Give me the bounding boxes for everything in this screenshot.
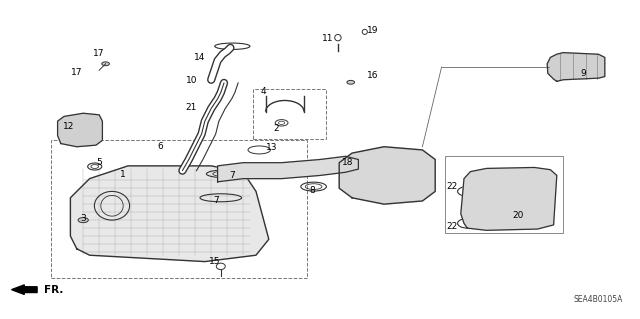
Ellipse shape [78,218,88,223]
Text: FR.: FR. [44,285,63,295]
Text: 6: 6 [157,142,163,151]
Text: 7: 7 [230,171,235,180]
Text: 21: 21 [185,103,196,112]
Text: 17: 17 [71,68,83,77]
Text: 9: 9 [581,69,586,78]
Text: SEA4B0105A: SEA4B0105A [573,295,623,304]
Text: 10: 10 [186,76,198,85]
Ellipse shape [102,62,109,66]
Text: 8: 8 [310,186,315,195]
Text: 14: 14 [194,53,205,62]
FancyArrow shape [12,285,37,294]
Ellipse shape [347,80,355,84]
Text: 13: 13 [266,143,277,152]
Polygon shape [70,166,269,262]
Text: 15: 15 [209,257,220,266]
Polygon shape [547,53,605,81]
Bar [253,89,326,139]
Text: 7: 7 [214,196,219,204]
Text: 22: 22 [446,182,458,191]
Bar [51,140,307,278]
Text: 18: 18 [342,158,353,167]
Text: 5: 5 [97,158,102,167]
Text: 20: 20 [513,211,524,220]
Polygon shape [339,147,435,204]
Ellipse shape [346,159,355,163]
Text: 16: 16 [367,71,378,80]
Text: 2: 2 [274,124,279,133]
Polygon shape [218,156,358,182]
Polygon shape [461,167,557,230]
Text: 3: 3 [81,214,86,223]
Text: 4: 4 [261,87,266,96]
Bar [445,156,563,233]
Text: 11: 11 [322,34,333,43]
Text: 1: 1 [120,170,125,179]
Text: 22: 22 [446,222,458,231]
Polygon shape [58,113,102,147]
Text: 17: 17 [93,49,105,58]
Text: 19: 19 [367,26,378,35]
Text: 12: 12 [63,122,75,130]
